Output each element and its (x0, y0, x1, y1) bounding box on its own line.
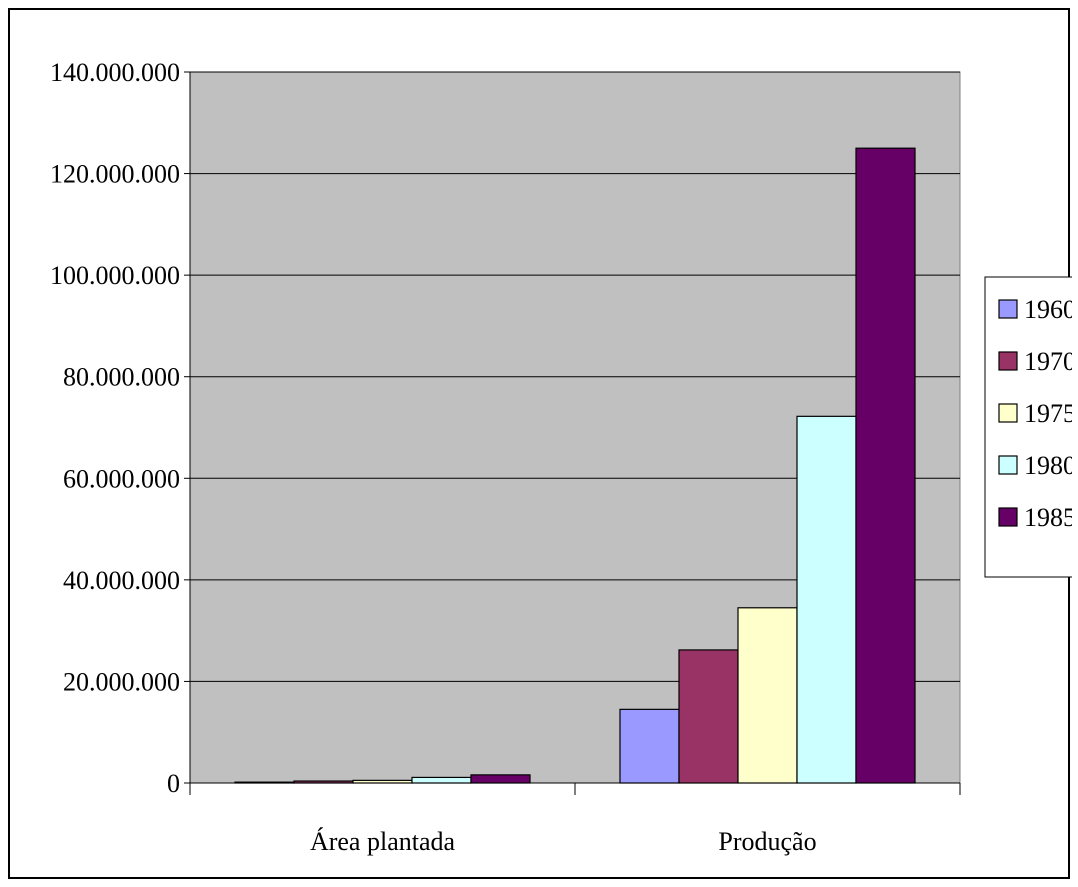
x-tick-label: Área plantada (310, 827, 456, 856)
x-tick-labels: Área plantada Produção (189, 783, 961, 856)
legend-swatch-1960 (998, 299, 1018, 319)
bar-1980-producao (796, 415, 857, 784)
chart-frame: 0 20.000.000 40.000.000 60.000.000 80.000.00… (8, 8, 1072, 879)
legend-label-1985: 1985 (1024, 503, 1072, 532)
y-tick-label: 40.000.000 (63, 566, 180, 595)
legend-label-1960: 1960 (1024, 295, 1072, 324)
legend-box (984, 276, 1072, 578)
bar-1985-area-plantada (470, 774, 531, 784)
legend-swatch-1970 (998, 351, 1018, 371)
bar-chart: 0 20.000.000 40.000.000 60.000.000 80.000.00… (50, 58, 1072, 856)
bar-1975-producao (737, 607, 798, 784)
legend-swatch-1975 (998, 403, 1018, 423)
x-tick-label: Produção (718, 827, 816, 856)
legend-label-1975: 1975 (1024, 399, 1072, 428)
y-tick-label: 60.000.000 (63, 464, 180, 493)
bar-1985-producao (855, 147, 916, 784)
bar-1980-area-plantada (411, 776, 472, 784)
y-tick-labels: 0 20.000.000 40.000.000 60.000.000 80.000.00… (50, 58, 180, 798)
legend-swatch-1985 (998, 507, 1018, 527)
y-tick-label: 20.000.000 (63, 667, 180, 696)
legend-swatch-1980 (998, 455, 1018, 475)
y-tick-label: 0 (167, 769, 180, 798)
bar-1970-producao (678, 649, 739, 784)
y-tick-label: 120.000.000 (50, 160, 180, 189)
legend: 1960 1970 1975 1980 1985 (984, 276, 1072, 578)
legend-label-1970: 1970 (1024, 347, 1072, 376)
bars (234, 147, 916, 784)
y-tick-label: 100.000.000 (50, 261, 180, 290)
y-tick-label: 140.000.000 (50, 58, 180, 87)
y-tick-label: 80.000.000 (63, 363, 180, 392)
bar-1960-producao (619, 708, 680, 784)
legend-label-1980: 1980 (1024, 451, 1072, 480)
